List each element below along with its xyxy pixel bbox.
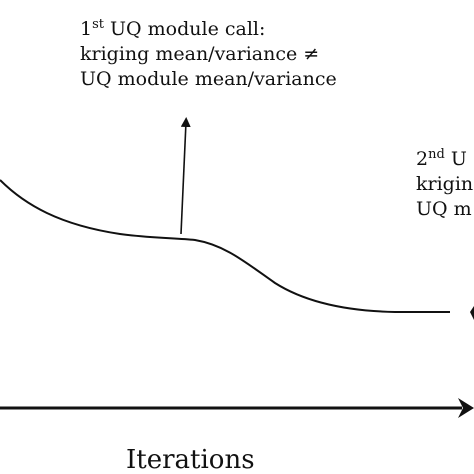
second-annotation-line-1: 2nd U <box>416 147 473 172</box>
second-uq-call-annotation: 2nd U krigin UQ m <box>416 147 473 222</box>
x-axis-arrowhead <box>458 398 474 418</box>
second-ordinal-suffix: nd <box>428 147 445 162</box>
second-call-arrow-tip <box>470 306 474 320</box>
first-ordinal-suffix: st <box>92 17 104 32</box>
first-ordinal-number: 1 <box>80 18 93 40</box>
second-ordinal-number: 2 <box>416 148 429 170</box>
first-annotation-line-3: UQ module mean/variance <box>80 68 337 90</box>
first-annotation-line-1: 1st UQ module call: <box>80 17 337 42</box>
second-annotation-line-3: UQ m <box>416 198 472 220</box>
x-axis-label: Iterations <box>126 445 255 474</box>
second-annotation-title: U <box>444 148 467 170</box>
first-call-arrow <box>180 117 191 235</box>
first-annotation-title: UQ module call: <box>104 18 266 40</box>
first-uq-call-annotation: 1st UQ module call: kriging mean/varianc… <box>80 17 337 92</box>
first-annotation-line-2: kriging mean/variance ≠ <box>80 43 320 65</box>
second-annotation-line-2: krigin <box>416 173 474 195</box>
convergence-curve <box>0 179 450 313</box>
